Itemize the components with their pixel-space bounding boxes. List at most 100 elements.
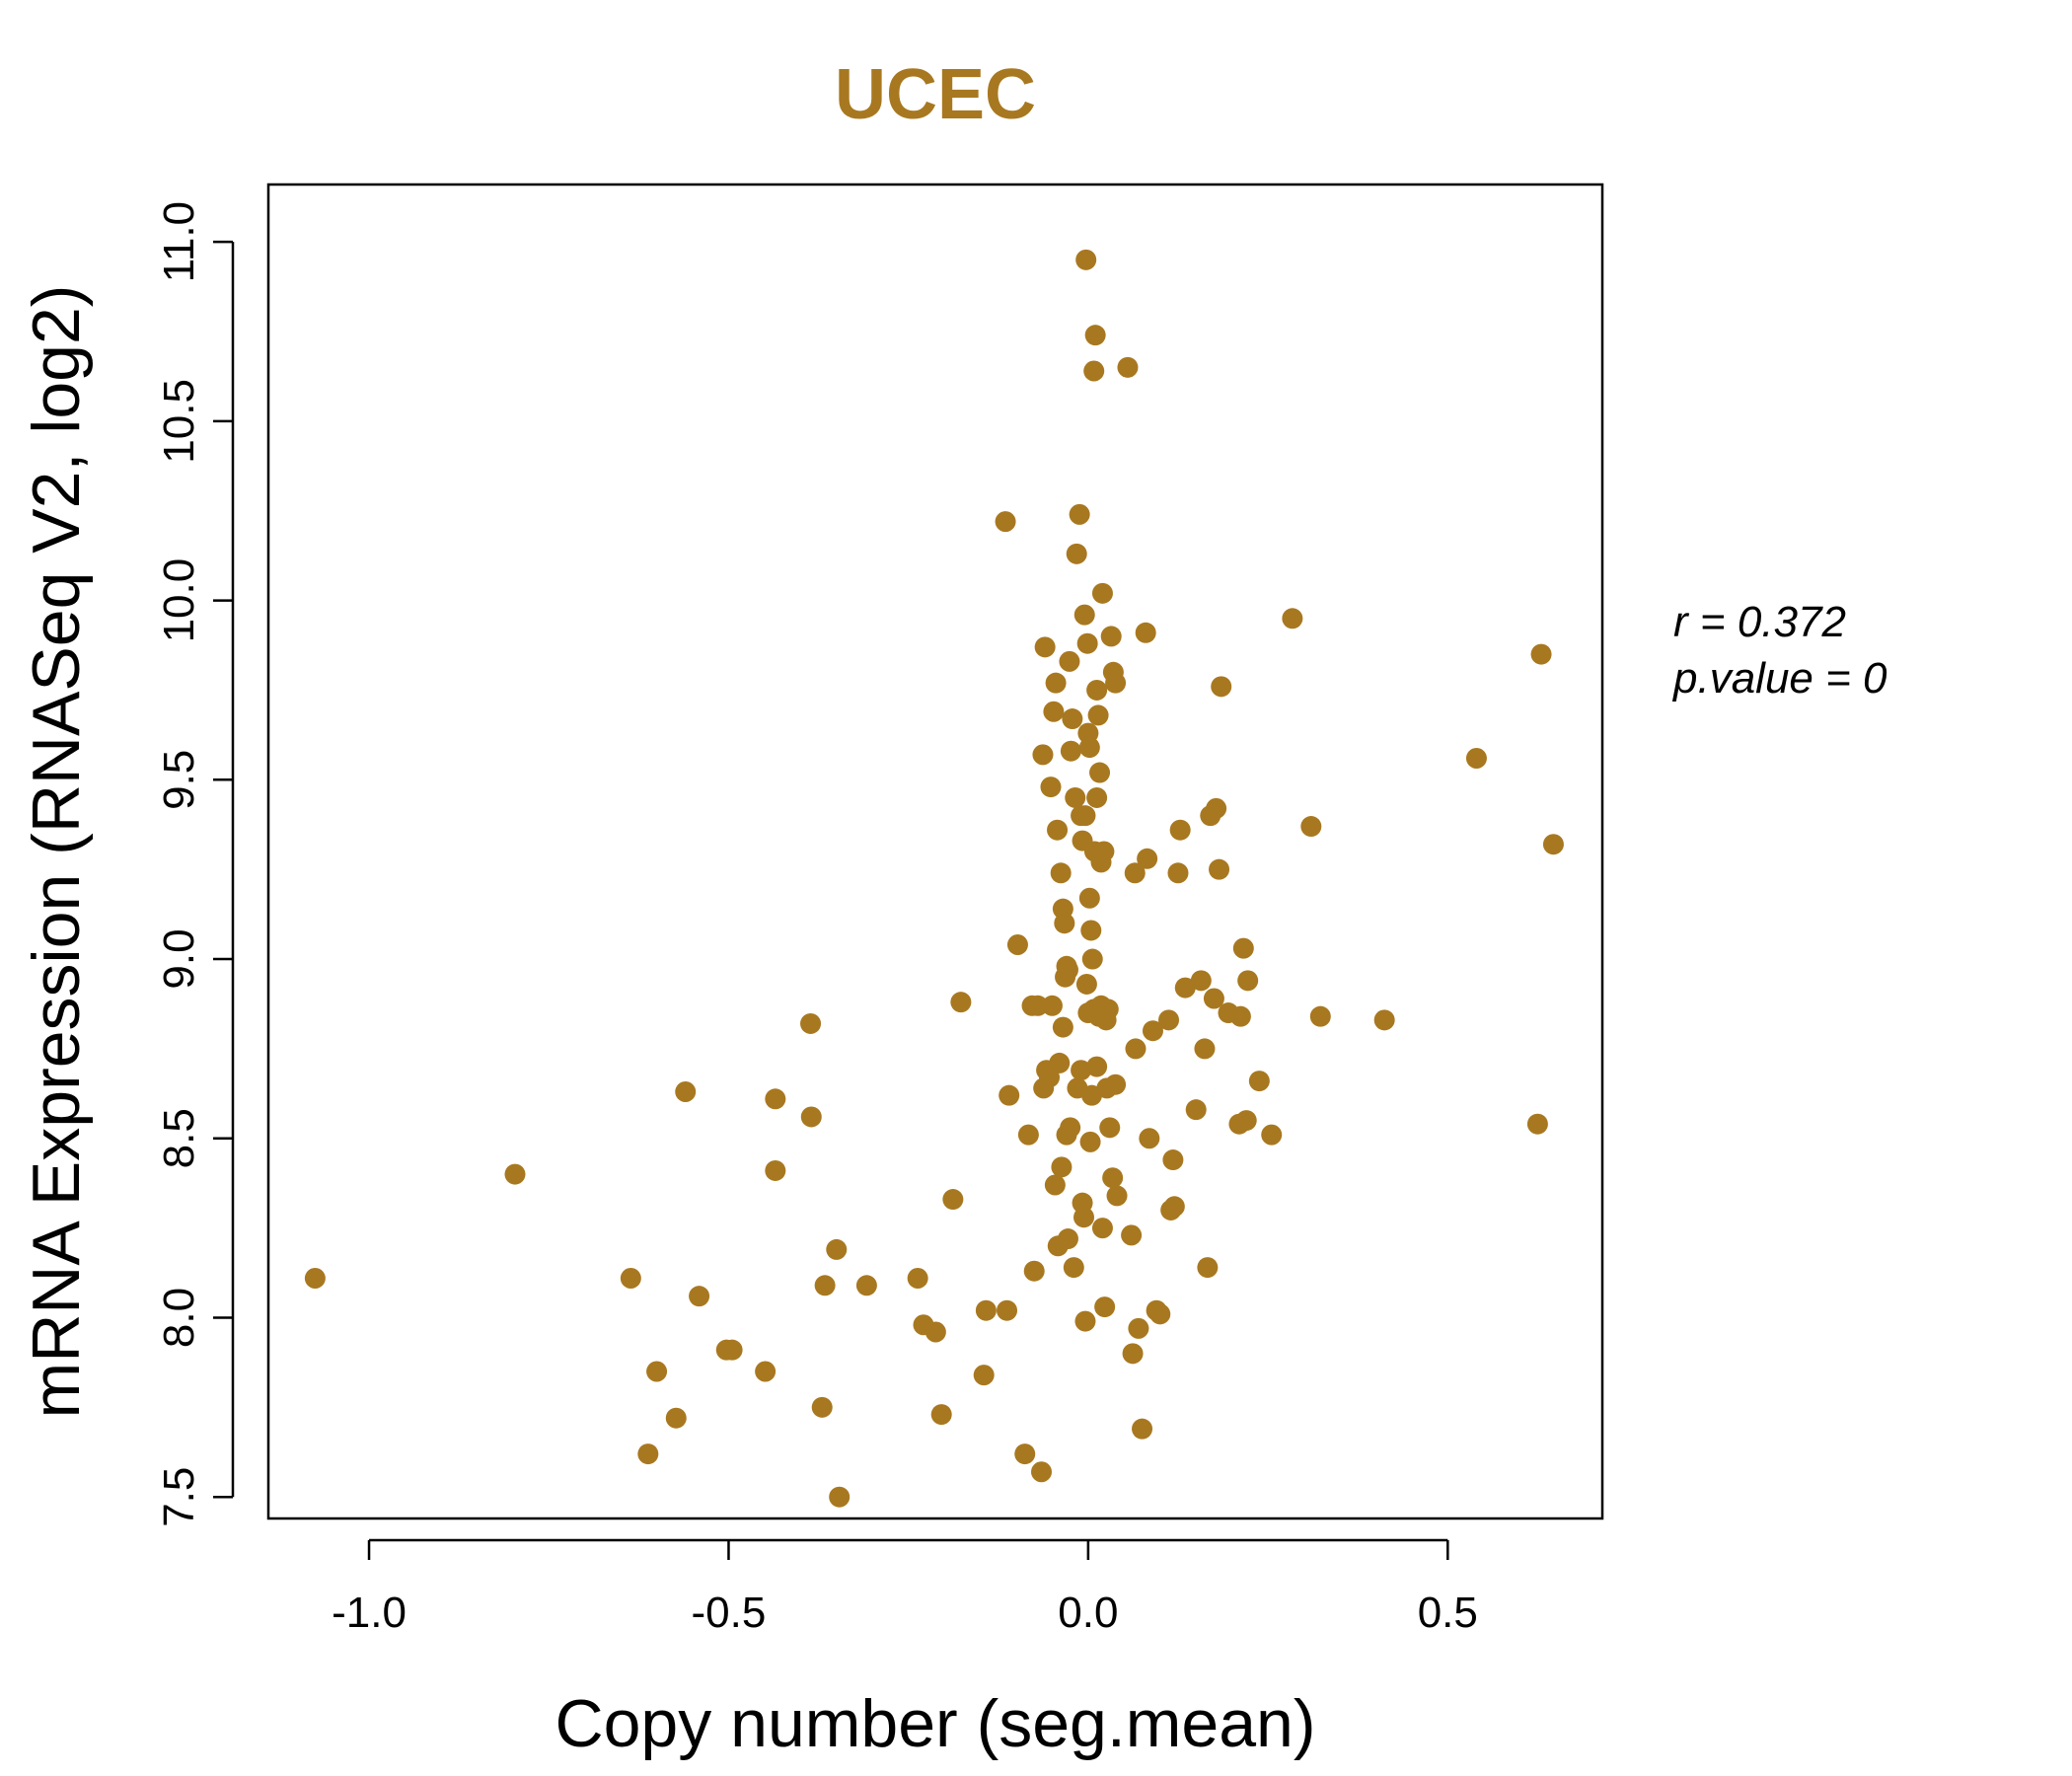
data-point (1185, 1099, 1207, 1121)
data-point (646, 1361, 668, 1382)
data-point (1060, 740, 1081, 762)
data-point (1078, 887, 1100, 909)
data-point (1084, 325, 1106, 346)
y-axis-label: mRNA Expression (RNASeq V2, log2) (19, 285, 94, 1419)
data-point (1105, 1073, 1127, 1095)
data-point (942, 1189, 964, 1211)
data-point (800, 1012, 822, 1034)
data-point (1055, 966, 1076, 988)
y-tick-label: 9.5 (155, 750, 203, 810)
data-point (755, 1361, 777, 1382)
data-point (1232, 937, 1254, 959)
x-axis: -1.0 -0.5 0.0 0.5 (332, 1538, 1478, 1637)
data-point (765, 1088, 786, 1110)
data-point (504, 1163, 526, 1185)
data-point (1122, 1343, 1144, 1365)
data-point (1135, 622, 1156, 643)
data-point (1066, 543, 1087, 564)
data-point (1542, 834, 1564, 855)
data-point (1044, 1174, 1066, 1196)
data-point (1132, 1418, 1153, 1440)
y-tick-label: 10.5 (155, 379, 203, 464)
data-point (829, 1486, 851, 1508)
data-point (930, 1404, 952, 1426)
data-point (855, 1275, 877, 1296)
data-point (1094, 1296, 1116, 1318)
data-point (997, 1299, 1018, 1321)
data-point (1074, 1310, 1096, 1332)
data-point (1128, 1317, 1149, 1339)
data-point (1086, 786, 1108, 808)
data-point (1206, 797, 1227, 819)
data-point (999, 1084, 1020, 1106)
data-point (1087, 704, 1109, 726)
data-point (1300, 816, 1322, 838)
data-point (1090, 995, 1112, 1016)
data-point (1045, 672, 1067, 694)
data-point (1086, 679, 1108, 701)
data-point (1080, 920, 1102, 941)
data-point (800, 1106, 822, 1128)
data-point (721, 1339, 743, 1361)
data-point (1039, 1067, 1061, 1088)
data-point (1006, 933, 1028, 955)
data-point (1040, 777, 1062, 798)
data-point (1057, 1228, 1078, 1250)
data-point (1073, 1207, 1095, 1228)
data-point (1083, 841, 1105, 862)
data-point (1027, 995, 1049, 1016)
data-point (1465, 748, 1487, 770)
data-point (1163, 1196, 1185, 1218)
data-point (1100, 626, 1122, 647)
data-point (1034, 636, 1056, 658)
data-point (675, 1081, 697, 1103)
data-point (1125, 1038, 1147, 1060)
data-point (1089, 762, 1111, 783)
r-equals: = (1700, 598, 1738, 646)
data-point (689, 1286, 710, 1307)
data-point (1086, 1056, 1108, 1077)
data-point (1167, 862, 1189, 884)
p-label: p.value (1671, 654, 1813, 703)
data-point (1309, 1005, 1331, 1027)
data-point (1235, 1110, 1257, 1132)
data-point (975, 1299, 997, 1321)
data-point (1149, 1303, 1171, 1325)
data-point (1237, 970, 1259, 992)
p-value: 0 (1863, 654, 1887, 703)
y-tick-label: 11.0 (155, 201, 203, 282)
data-point (1124, 862, 1146, 884)
data-point (1073, 604, 1095, 626)
data-point (1065, 786, 1086, 808)
data-point (1282, 608, 1303, 629)
data-point (1203, 988, 1224, 1009)
data-point (1069, 503, 1090, 525)
data-point (304, 1267, 326, 1289)
data-point (1031, 1461, 1053, 1483)
data-point (1169, 819, 1191, 841)
data-point (1074, 805, 1096, 827)
data-point (1091, 582, 1113, 604)
data-point (1105, 672, 1127, 694)
data-point (1209, 858, 1230, 880)
data-point (925, 1321, 946, 1343)
data-point (1174, 977, 1196, 999)
data-point (1052, 1016, 1073, 1038)
x-tick-label: -0.5 (692, 1589, 767, 1637)
y-tick-label: 8.0 (155, 1288, 203, 1348)
data-point (620, 1267, 641, 1289)
y-tick-label: 9.0 (155, 928, 203, 989)
y-tick-label: 8.5 (155, 1108, 203, 1168)
data-point (1190, 970, 1212, 992)
data-point (1032, 744, 1054, 766)
data-point (1014, 1443, 1036, 1465)
p-equals: = (1825, 654, 1863, 703)
x-tick-label: 0.0 (1058, 1589, 1118, 1637)
data-point (973, 1365, 995, 1386)
data-point (665, 1407, 687, 1429)
data-point (1075, 973, 1097, 995)
x-tick-label: -1.0 (332, 1589, 407, 1637)
data-point (1197, 1257, 1219, 1279)
data-point (826, 1238, 848, 1260)
